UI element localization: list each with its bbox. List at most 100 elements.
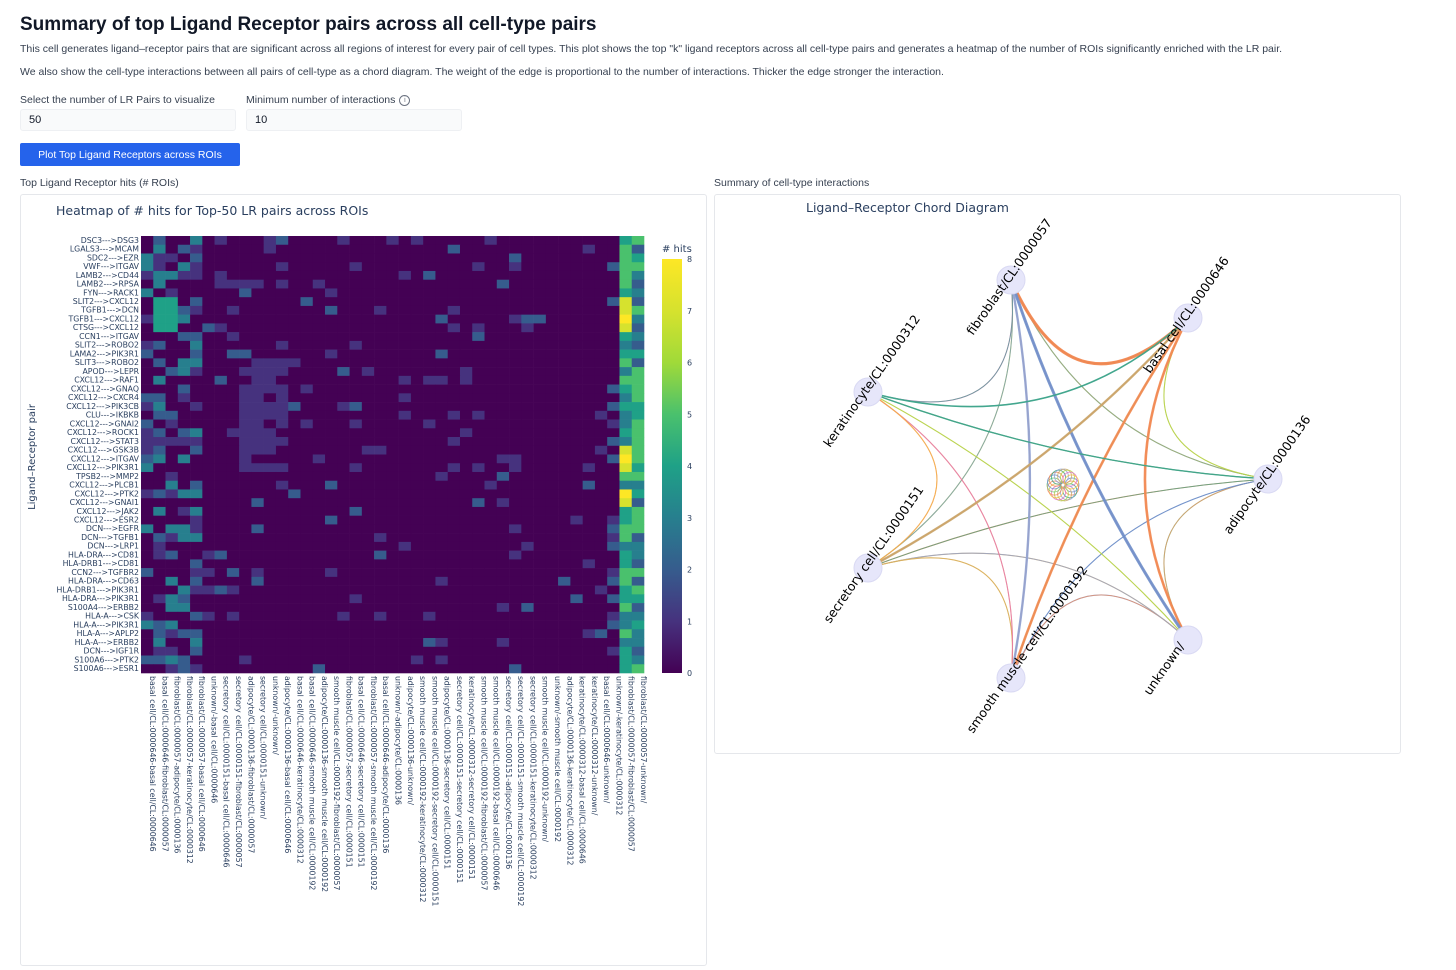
heatmap-cell bbox=[226, 384, 240, 394]
heatmap-cell bbox=[423, 611, 436, 621]
heatmap-cell bbox=[594, 384, 608, 394]
heatmap-cell bbox=[398, 498, 412, 508]
heatmap-cell bbox=[386, 471, 399, 482]
heatmap-cell bbox=[300, 270, 314, 280]
heatmap-cell bbox=[447, 629, 461, 639]
heatmap-cell bbox=[509, 585, 522, 595]
heatmap-cell bbox=[300, 402, 314, 412]
heatmap-cell bbox=[190, 629, 203, 639]
heatmap-cell bbox=[558, 629, 571, 639]
heatmap-cell bbox=[496, 498, 510, 508]
chord-node[interactable] bbox=[1173, 625, 1203, 655]
chord-node[interactable] bbox=[1173, 303, 1203, 333]
info-icon[interactable]: i bbox=[399, 94, 411, 106]
heatmap-cell bbox=[423, 655, 436, 665]
heatmap-cell bbox=[337, 576, 350, 586]
heatmap-cell bbox=[447, 305, 461, 315]
heatmap-cell bbox=[423, 594, 436, 604]
heatmap-cell bbox=[288, 550, 301, 560]
heatmap-cell bbox=[496, 629, 510, 639]
heatmap-cell bbox=[410, 323, 424, 333]
heatmap-cell bbox=[423, 498, 436, 508]
heatmap-cell bbox=[509, 236, 522, 246]
heatmap-cell bbox=[288, 340, 301, 350]
heatmap-cell bbox=[398, 646, 412, 656]
heatmap-cell bbox=[447, 314, 461, 324]
heatmap-cell bbox=[459, 533, 473, 543]
heatmap-cell bbox=[202, 279, 215, 289]
plot-button[interactable]: Plot Top Ligand Receptors across ROIs bbox=[20, 143, 240, 166]
heatmap-cell bbox=[594, 454, 608, 464]
heatmap-cell bbox=[374, 323, 387, 333]
chord-node[interactable] bbox=[996, 265, 1026, 295]
heatmap-cell bbox=[631, 568, 645, 578]
heatmap-cell bbox=[558, 236, 571, 246]
heatmap-cell bbox=[337, 638, 350, 648]
heatmap-cell bbox=[153, 594, 166, 604]
heatmap-cell bbox=[631, 305, 645, 315]
heatmap-cell bbox=[435, 568, 449, 578]
heatmap-cell bbox=[398, 463, 412, 473]
lr-pairs-input[interactable] bbox=[20, 109, 236, 131]
heatmap-cell bbox=[619, 489, 633, 499]
heatmap-column-label: secretory cell/CL:0000151-unknown/ bbox=[259, 676, 268, 820]
heatmap-cell bbox=[202, 480, 215, 490]
heatmap-cell bbox=[545, 506, 559, 516]
min-interactions-input[interactable] bbox=[246, 109, 462, 131]
heatmap-column-label: fibroblast/CL:0000057-keratinocyte/CL:00… bbox=[185, 676, 194, 864]
heatmap-cell bbox=[275, 445, 289, 455]
heatmap-cell bbox=[570, 664, 583, 674]
heatmap-cell bbox=[496, 262, 510, 272]
heatmap-cell bbox=[545, 638, 559, 648]
heatmap-cell bbox=[374, 498, 387, 508]
heatmap-cell bbox=[533, 340, 547, 350]
heatmap-cell bbox=[472, 332, 485, 342]
heatmap-cell bbox=[226, 585, 240, 595]
heatmap-cell bbox=[521, 585, 534, 595]
chord-node[interactable] bbox=[1253, 464, 1283, 494]
heatmap-cell bbox=[459, 611, 473, 621]
heatmap-cell bbox=[558, 594, 571, 604]
heatmap-cell bbox=[226, 594, 240, 604]
chord-node[interactable] bbox=[853, 377, 883, 407]
heatmap-cell bbox=[374, 533, 387, 543]
heatmap-cell bbox=[374, 638, 387, 648]
heatmap-cell bbox=[594, 244, 608, 254]
heatmap-cell bbox=[202, 506, 215, 516]
heatmap-cell bbox=[533, 375, 547, 385]
heatmap-cell bbox=[398, 620, 412, 630]
heatmap-cell bbox=[594, 297, 608, 307]
heatmap-cell bbox=[545, 393, 559, 403]
heatmap-cell bbox=[631, 410, 645, 420]
chord-node[interactable] bbox=[996, 663, 1026, 693]
heatmap-cell bbox=[496, 305, 510, 315]
heatmap-cell bbox=[619, 559, 633, 569]
chord-node[interactable] bbox=[853, 553, 883, 583]
heatmap-cell bbox=[509, 541, 522, 551]
heatmap-cell bbox=[521, 236, 534, 246]
heatmap-cell bbox=[582, 402, 596, 412]
heatmap-cell bbox=[337, 253, 350, 263]
heatmap-cell bbox=[190, 655, 203, 665]
heatmap-cell bbox=[521, 419, 534, 429]
heatmap-cell bbox=[410, 629, 424, 639]
heatmap-cell bbox=[447, 236, 461, 246]
heatmap-cell bbox=[214, 550, 228, 560]
heatmap-cell bbox=[410, 419, 424, 429]
heatmap-cell bbox=[312, 349, 326, 359]
heatmap-cell bbox=[398, 236, 412, 246]
heatmap-cell bbox=[410, 253, 424, 263]
heatmap-cell bbox=[349, 236, 363, 246]
heatmap-cell bbox=[190, 445, 203, 455]
heatmap-cell bbox=[619, 603, 633, 613]
heatmap-cell bbox=[386, 375, 399, 385]
heatmap-cell bbox=[312, 489, 326, 499]
heatmap-cell bbox=[325, 262, 338, 272]
heatmap-y-axis-label: Ligand–Receptor pair bbox=[27, 403, 38, 510]
heatmap-cell bbox=[300, 480, 314, 490]
colorbar bbox=[662, 259, 682, 673]
heatmap-cell bbox=[153, 454, 166, 464]
heatmap-cell bbox=[410, 428, 424, 438]
heatmap-cell bbox=[410, 594, 424, 604]
heatmap-cell bbox=[325, 576, 338, 586]
